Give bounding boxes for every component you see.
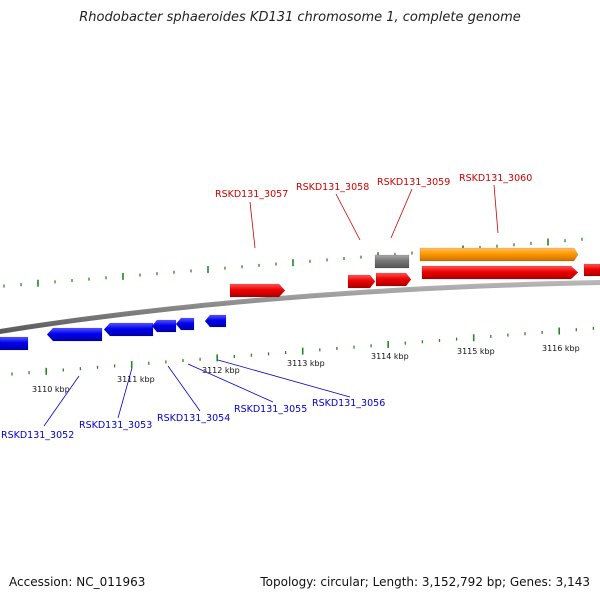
scale-label: 3112 kbp (202, 366, 240, 375)
reverse-label-connector (117, 367, 133, 419)
scale-label: 3111 kbp (117, 375, 155, 384)
forward-gene-feature[interactable] (421, 265, 579, 280)
forward-label-connector (493, 184, 499, 234)
scale-label: 3116 kbp (542, 344, 580, 353)
rna-gene-feature[interactable] (419, 247, 579, 262)
genome-backbone (0, 280, 600, 334)
scale-label: 3113 kbp (287, 359, 325, 368)
reverse-gene-label: RSKD131_3055 (234, 404, 307, 415)
forward-gene-label: RSKD131_3059 (377, 177, 450, 188)
forward-gene-feature[interactable] (229, 283, 286, 298)
topology-info: Topology: circular; Length: 3,152,792 bp… (260, 575, 590, 589)
forward-gene-label: RSKD131_3058 (296, 182, 369, 193)
reverse-gene-label: RSKD131_3054 (157, 413, 230, 424)
forward-gene-feature[interactable] (583, 263, 600, 277)
lower-tick-track (11, 326, 595, 376)
reverse-gene-feature[interactable] (103, 322, 154, 337)
reverse-label-connector (187, 363, 274, 403)
reverse-gene-feature[interactable] (204, 314, 227, 328)
reverse-gene-label: RSKD131_3052 (1, 430, 74, 441)
accession-text: Accession: NC_011963 (9, 575, 146, 589)
forward-gene-feature[interactable] (375, 272, 412, 287)
reverse-gene-feature[interactable] (46, 327, 103, 342)
reverse-gene-label: RSKD131_3053 (79, 420, 152, 431)
gene-features[interactable] (0, 247, 600, 351)
forward-gene-feature[interactable] (347, 274, 376, 289)
reverse-gene-label: RSKD131_3056 (312, 398, 385, 409)
reverse-label-connector (43, 375, 80, 427)
reverse-gene-feature[interactable] (0, 336, 29, 351)
reverse-label-connector (167, 365, 201, 412)
reverse-label-connector (217, 359, 351, 398)
scale-label: 3114 kbp (371, 352, 409, 361)
pseudo-gene-feature[interactable] (374, 254, 410, 269)
scale-label: 3115 kbp (457, 347, 495, 356)
forward-label-connector (335, 193, 361, 241)
forward-label-connector (249, 201, 256, 249)
label-connectors (43, 184, 499, 427)
scale-labels: 3110 kbp 3111 kbp 3112 kbp 3113 kbp 3114 kbp… (32, 344, 580, 394)
scale-label: 3110 kbp (32, 385, 70, 394)
reverse-gene-feature[interactable] (175, 317, 195, 331)
map-title: Rhodobacter sphaeroides KD131 chromosome… (79, 10, 521, 25)
forward-label-connector (390, 188, 413, 239)
reverse-gene-feature[interactable] (151, 319, 177, 333)
upper-tick-track (3, 237, 583, 288)
gene-labels: RSKD131_3057 RSKD131_3058 RSKD131_3059 RSKD… (1, 173, 532, 441)
forward-gene-label: RSKD131_3057 (215, 189, 288, 200)
forward-gene-label: RSKD131_3060 (459, 173, 532, 184)
